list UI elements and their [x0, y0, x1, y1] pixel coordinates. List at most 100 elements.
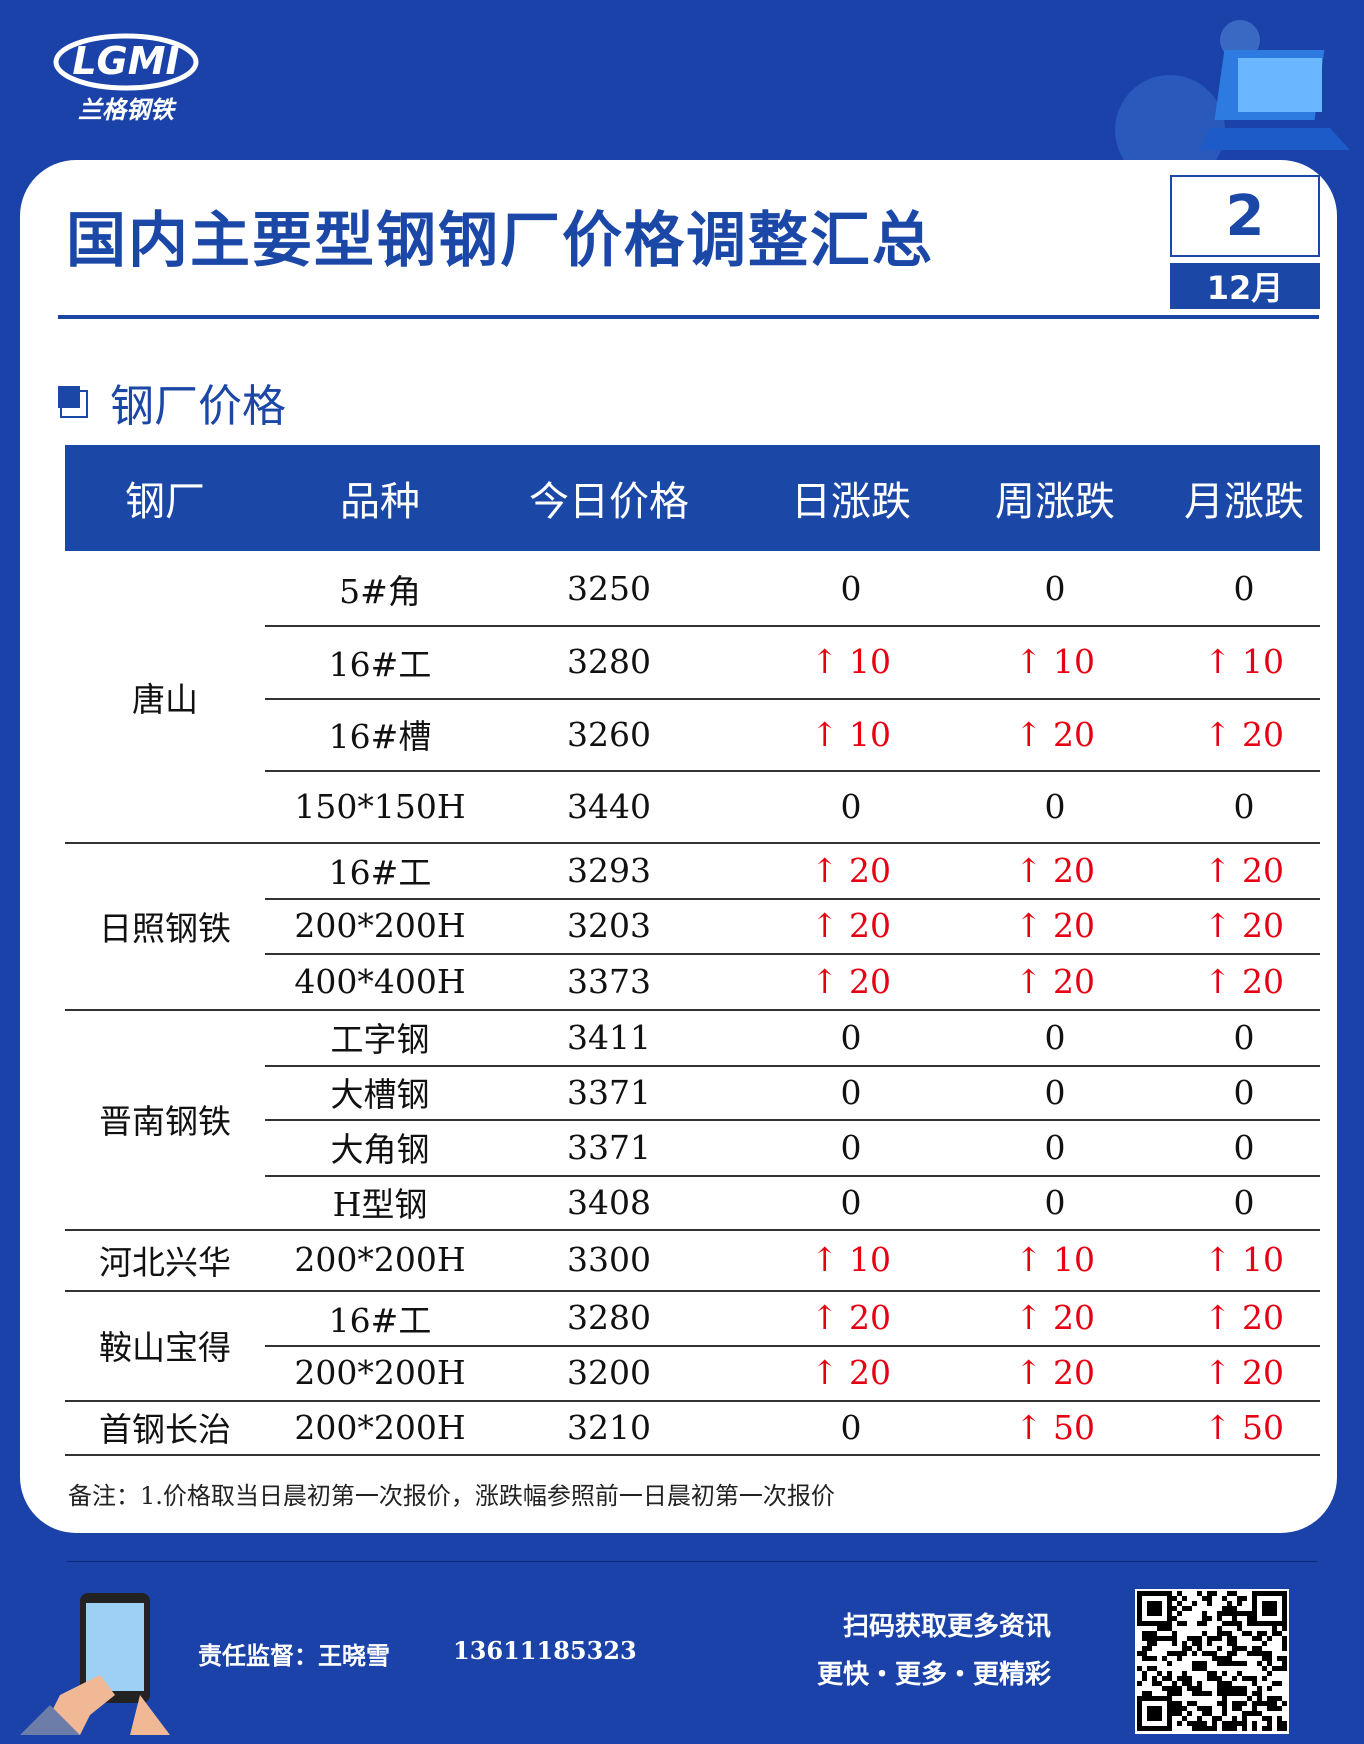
qr-module — [1207, 1691, 1212, 1696]
qr-module — [1147, 1666, 1152, 1671]
qr-module — [1232, 1616, 1237, 1621]
change: 0 — [1233, 786, 1255, 826]
qr-module — [1137, 1681, 1142, 1686]
qr-module — [1192, 1721, 1197, 1726]
qr-module — [1252, 1711, 1257, 1716]
column-header: 品种 — [340, 479, 420, 525]
qr-module — [1237, 1701, 1242, 1706]
qr-module — [1227, 1641, 1232, 1646]
qr-module — [1177, 1651, 1182, 1656]
qr-finder — [1147, 1601, 1162, 1616]
change: ↑ 20 — [810, 961, 892, 1001]
qr-module — [1207, 1651, 1212, 1656]
qr-module — [1242, 1596, 1247, 1601]
laptop-illustration — [1115, 20, 1350, 160]
qr-module — [1217, 1661, 1222, 1666]
qr-module — [1237, 1611, 1242, 1616]
qr-module — [1257, 1631, 1262, 1636]
qr-module — [1157, 1636, 1162, 1641]
qr-module — [1277, 1681, 1282, 1686]
qr-module — [1207, 1726, 1212, 1731]
qr-module — [1257, 1686, 1262, 1691]
change: ↑ 20 — [810, 1298, 892, 1337]
qr-module — [1267, 1636, 1272, 1641]
qr-module — [1212, 1671, 1217, 1676]
qr-module — [1197, 1621, 1202, 1626]
qr-module — [1282, 1636, 1287, 1641]
qr-module — [1197, 1641, 1202, 1646]
qr-module — [1172, 1631, 1177, 1636]
qr-module — [1192, 1601, 1197, 1606]
qr-module — [1262, 1716, 1267, 1721]
qr-module — [1217, 1716, 1222, 1721]
change: ↑ 20 — [1014, 1298, 1096, 1337]
change: ↑ 20 — [1203, 850, 1285, 890]
qr-module — [1217, 1626, 1222, 1631]
qr-module — [1222, 1606, 1227, 1611]
change: ↑ 20 — [1203, 714, 1285, 754]
qr-module — [1222, 1711, 1227, 1716]
title: 国内主要型钢钢厂价格调整汇总 — [66, 206, 934, 276]
qr-module — [1192, 1691, 1197, 1696]
qr-module — [1232, 1686, 1237, 1691]
qr-module — [1272, 1666, 1277, 1671]
qr-module — [1227, 1691, 1232, 1696]
qr-module — [1177, 1656, 1182, 1661]
qr-module — [1177, 1706, 1182, 1711]
qr-module — [1167, 1686, 1172, 1691]
qr-module — [1257, 1711, 1262, 1716]
qr-module — [1227, 1606, 1232, 1611]
qr-module — [1237, 1721, 1242, 1726]
qr-module — [1177, 1691, 1182, 1696]
qr-module — [1152, 1666, 1157, 1671]
qr-module — [1277, 1716, 1282, 1721]
qr-module — [1252, 1651, 1257, 1656]
row-divider — [265, 1119, 1320, 1121]
change: 0 — [840, 1127, 862, 1167]
qr-module — [1137, 1651, 1142, 1656]
qr-module — [1242, 1676, 1247, 1681]
qr-module — [1202, 1621, 1207, 1626]
qr-module — [1157, 1671, 1162, 1676]
row-divider — [265, 1175, 1320, 1177]
qr-module — [1247, 1711, 1252, 1716]
note: 备注：1.价格取当日晨初第一次报价，涨跌幅参照前一日晨初第一次报价 — [68, 1482, 835, 1510]
price: 3250 — [567, 569, 651, 608]
qr-module — [1282, 1726, 1287, 1731]
qr-module — [1192, 1726, 1197, 1731]
qr-module — [1222, 1681, 1227, 1686]
qr-module — [1142, 1651, 1147, 1656]
qr-module — [1187, 1636, 1192, 1641]
qr-module — [1192, 1636, 1197, 1641]
change: ↑ 10 — [810, 642, 892, 681]
qr-module — [1152, 1636, 1157, 1641]
qr-module — [1282, 1701, 1287, 1706]
change: ↑ 20 — [1203, 961, 1285, 1001]
change: ↑ 20 — [1203, 1298, 1285, 1337]
phone-illustration — [20, 1593, 170, 1735]
qr-module — [1172, 1681, 1177, 1686]
qr-module — [1282, 1641, 1287, 1646]
qr-module — [1237, 1671, 1242, 1676]
qr-module — [1207, 1636, 1212, 1641]
logo-text: LGMI — [72, 39, 179, 83]
qr-module — [1187, 1686, 1192, 1691]
qr-module — [1187, 1681, 1192, 1686]
qr-module — [1212, 1591, 1217, 1596]
qr-module — [1142, 1691, 1147, 1696]
qr-module — [1192, 1651, 1197, 1656]
qr-module — [1277, 1696, 1282, 1701]
qr-module — [1237, 1706, 1242, 1711]
price: 3373 — [567, 961, 651, 1001]
qr-module — [1247, 1696, 1252, 1701]
qr-module — [1227, 1611, 1232, 1616]
qr-module — [1232, 1676, 1237, 1681]
qr-module — [1227, 1661, 1232, 1666]
qr-module — [1262, 1676, 1267, 1681]
change: ↑ 20 — [1014, 850, 1096, 890]
qr-module — [1277, 1706, 1282, 1711]
qr-module — [1257, 1691, 1262, 1696]
qr-module — [1232, 1701, 1237, 1706]
qr-module — [1182, 1676, 1187, 1681]
change: ↑ 20 — [810, 906, 892, 945]
